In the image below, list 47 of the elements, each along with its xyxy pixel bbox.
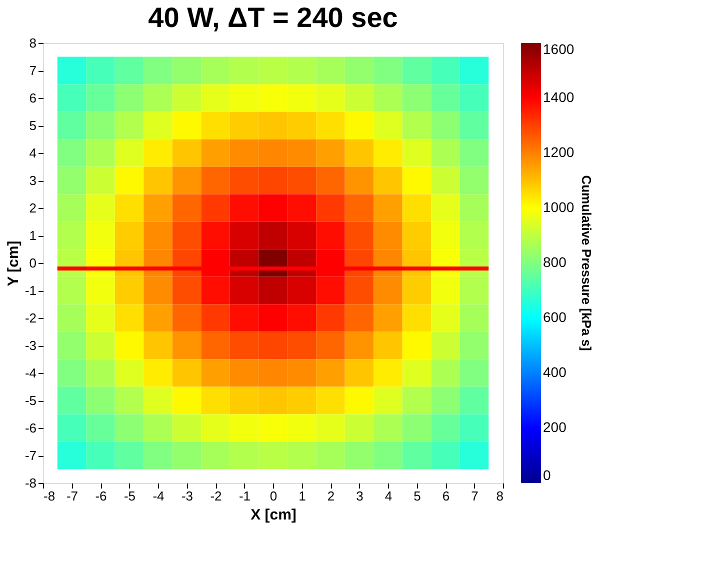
x-tick-label: 6 xyxy=(442,488,450,504)
color-bar-label: 1000 xyxy=(543,199,574,215)
x-tick-label: -1 xyxy=(238,488,251,504)
color-bar-label: 1400 xyxy=(543,89,574,105)
y-tick-label: -6 xyxy=(24,420,36,436)
color-bar-label: 1200 xyxy=(543,144,574,160)
x-tick-label: -6 xyxy=(95,488,107,504)
y-tick-label: 4 xyxy=(29,146,36,160)
color-bar-label: 400 xyxy=(543,364,567,380)
y-tick-label: 0 xyxy=(29,256,36,270)
color-bar-label: 200 xyxy=(543,419,567,435)
y-tick-label: -3 xyxy=(24,338,36,353)
color-bar-title: Cumulative Pressure [kPa s] xyxy=(579,175,594,351)
x-tick-label: -8 xyxy=(44,488,56,504)
y-axis-title: Y [cm] xyxy=(4,240,22,286)
x-axis-title: X [cm] xyxy=(250,506,296,524)
x-tick-label: 5 xyxy=(414,488,421,504)
x-tick-label: 2 xyxy=(327,488,335,504)
color-bar-label: 800 xyxy=(543,254,567,270)
x-tick-label: -5 xyxy=(124,488,136,504)
chart-title: 40 W, ΔT = 240 sec xyxy=(148,2,398,33)
x-tick-label: -7 xyxy=(66,488,78,504)
y-tick-label: -5 xyxy=(24,393,36,408)
y-tick-label: -7 xyxy=(24,448,36,463)
y-tick-label: -8 xyxy=(24,476,36,490)
x-tick-label: 7 xyxy=(471,488,478,504)
x-tick-label: 3 xyxy=(356,488,364,504)
y-tick-label: -2 xyxy=(24,310,36,326)
x-tick-label: 0 xyxy=(270,488,278,504)
x-tick-label: -4 xyxy=(152,488,164,504)
x-tick-label: -3 xyxy=(181,488,194,504)
y-tick-label: -4 xyxy=(24,366,36,380)
color-bar-label: 0 xyxy=(543,467,551,483)
y-tick-label: -1 xyxy=(24,283,36,298)
color-bar-label: 600 xyxy=(543,309,567,325)
color-bar-label: 1600 xyxy=(543,41,574,57)
y-tick-label: 1 xyxy=(29,228,36,243)
x-tick-label: 4 xyxy=(384,488,392,504)
y-tick-label: 3 xyxy=(29,173,36,188)
y-tick-label: 8 xyxy=(29,36,36,50)
x-tick-label: -2 xyxy=(210,488,222,504)
x-tick-label: 1 xyxy=(298,488,306,504)
y-tick-label: 5 xyxy=(29,118,36,133)
y-tick-label: 2 xyxy=(29,200,36,216)
y-tick-label: 6 xyxy=(29,90,36,106)
x-tick-label: 8 xyxy=(496,488,504,504)
y-tick-label: 7 xyxy=(29,63,36,78)
